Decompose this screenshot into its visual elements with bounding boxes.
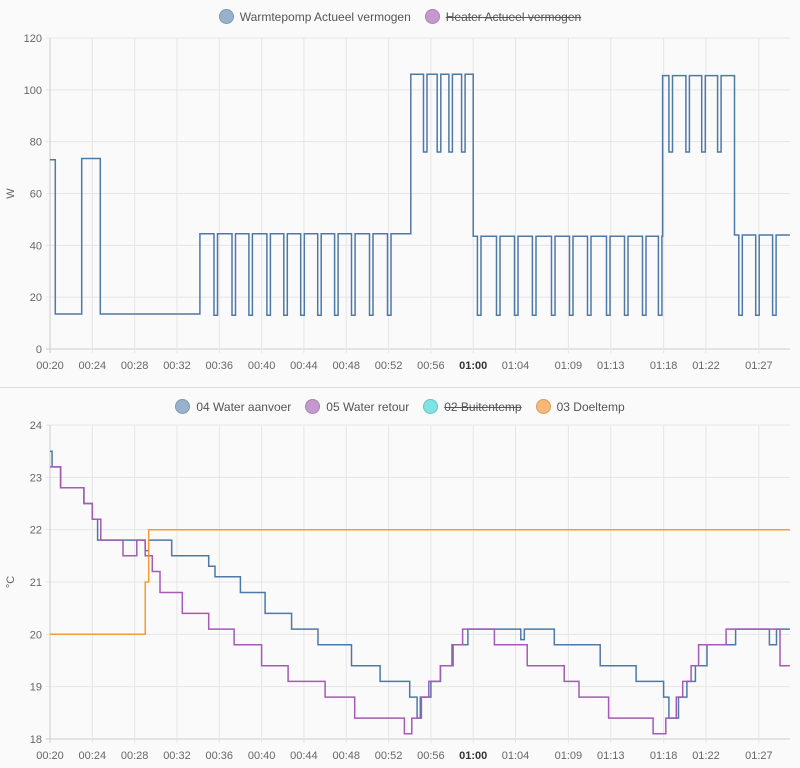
legend-item[interactable]: Warmtepomp Actueel vermogen <box>218 9 411 24</box>
x-tick-label: 01:04 <box>502 750 530 762</box>
legend-label: Warmtepomp Actueel vermogen <box>239 9 411 24</box>
legend-dot-icon <box>535 399 551 414</box>
legend-label: Heater Actueel vermogen <box>445 9 582 24</box>
legend-item[interactable]: 05 Water retour <box>305 399 409 414</box>
x-tick-label: 01:27 <box>745 750 773 762</box>
x-tick-label: 00:32 <box>163 750 191 762</box>
y-tick-label: 120 <box>24 33 42 45</box>
x-tick-label: 00:56 <box>417 360 445 372</box>
y-tick-label: 80 <box>30 137 42 149</box>
y-tick-label: 22 <box>30 525 42 537</box>
x-tick-label: 01:09 <box>555 360 583 372</box>
y-tick-label: 100 <box>24 85 42 97</box>
temperature-chart-legend: 04 Water aanvoer 05 Water retour 02 Buiten… <box>0 399 800 414</box>
legend-dot-icon <box>305 399 321 414</box>
x-tick-label: 00:28 <box>121 360 149 372</box>
x-tick-label: 01:00 <box>459 360 487 372</box>
x-tick-label: 00:44 <box>290 360 318 372</box>
y-tick-label: 0 <box>36 344 42 356</box>
x-tick-label: 00:20 <box>36 360 64 372</box>
y-tick-label: 18 <box>30 734 42 746</box>
x-tick-label: 00:36 <box>206 360 234 372</box>
y-axis-label: °C <box>5 576 17 588</box>
power-chart: 0 20 40 60 80 100 120 00:20 00:24 00:28 00:32 00:36… <box>5 33 790 372</box>
y-tick-label: 20 <box>30 629 42 641</box>
legend-item[interactable]: 04 Water aanvoer <box>175 399 291 414</box>
x-tick-label: 00:52 <box>375 750 403 762</box>
legend-label: 02 Buitentemp <box>444 399 522 414</box>
chart-divider <box>0 387 800 388</box>
x-tick-label: 00:36 <box>206 750 234 762</box>
legend-dot-icon <box>218 9 234 24</box>
legend-dot-icon <box>423 399 439 414</box>
power-chart-legend: Warmtepomp Actueel vermogen Heater Actuee… <box>0 9 800 24</box>
legend-item[interactable]: 02 Buitentemp <box>423 399 522 414</box>
y-tick-label: 20 <box>30 292 42 304</box>
legend-dot-icon <box>175 399 191 414</box>
x-tick-label: 00:24 <box>79 360 107 372</box>
x-tick-label: 01:22 <box>692 750 720 762</box>
x-tick-label: 01:22 <box>692 360 720 372</box>
x-tick-label: 01:04 <box>502 360 530 372</box>
x-tick-label: 00:48 <box>332 360 360 372</box>
y-tick-label: 19 <box>30 682 42 694</box>
x-tick-label: 00:28 <box>121 750 149 762</box>
series-line <box>50 73 790 317</box>
series-line <box>50 466 790 735</box>
legend-item[interactable]: 03 Doeltemp <box>535 399 625 414</box>
series-line <box>50 450 790 719</box>
x-tick-label: 00:56 <box>417 750 445 762</box>
x-tick-label: 01:00 <box>459 750 487 762</box>
x-tick-label: 00:48 <box>332 750 360 762</box>
series-line <box>50 528 790 636</box>
legend-item[interactable]: Heater Actueel vermogen <box>424 9 582 24</box>
x-tick-label: 01:18 <box>650 750 678 762</box>
y-tick-label: 60 <box>30 189 42 201</box>
x-tick-label: 00:20 <box>36 750 64 762</box>
x-tick-label: 01:13 <box>597 360 625 372</box>
x-tick-label: 00:52 <box>375 360 403 372</box>
legend-label: 03 Doeltemp <box>556 399 625 414</box>
y-tick-label: 21 <box>30 577 42 589</box>
x-tick-label: 00:32 <box>163 360 191 372</box>
legend-label: 05 Water retour <box>326 399 410 414</box>
x-tick-label: 00:44 <box>290 750 318 762</box>
legend-dot-icon <box>424 9 440 24</box>
y-axis-label: W <box>5 188 17 199</box>
x-tick-label: 01:18 <box>650 360 678 372</box>
x-tick-label: 00:40 <box>248 360 276 372</box>
y-tick-label: 24 <box>30 420 42 432</box>
x-tick-label: 00:40 <box>248 750 276 762</box>
legend-label: 04 Water aanvoer <box>196 399 292 414</box>
y-tick-label: 23 <box>30 472 42 484</box>
x-tick-label: 01:27 <box>745 360 773 372</box>
y-tick-label: 40 <box>30 240 42 252</box>
x-tick-label: 01:09 <box>555 750 583 762</box>
x-tick-label: 01:13 <box>597 750 625 762</box>
x-tick-label: 00:24 <box>79 750 107 762</box>
